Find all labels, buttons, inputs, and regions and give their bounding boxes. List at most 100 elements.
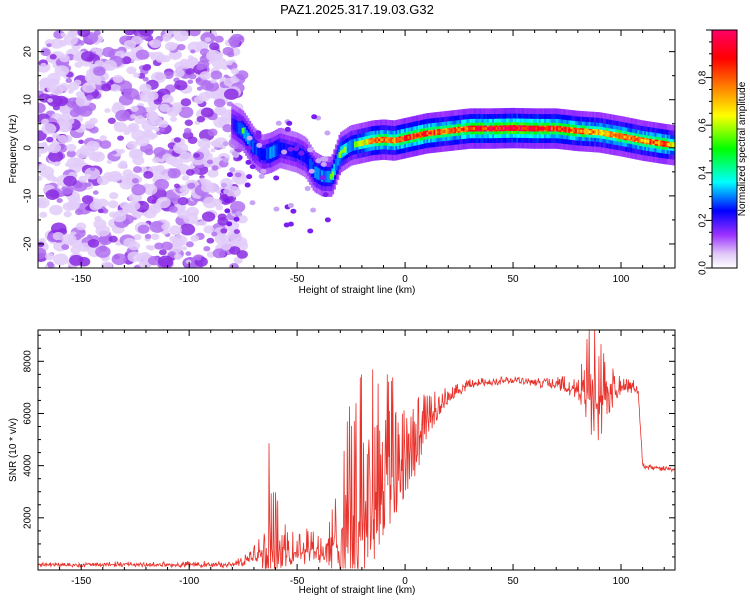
spectrogram-ridge-cell: [656, 141, 659, 145]
spectrogram-noise-blob: [168, 43, 176, 50]
colorbar-label: Normalized spectral amplitude: [737, 81, 748, 216]
spectrogram-ridge-cell: [303, 151, 307, 163]
spectrogram-noise-blob: [112, 74, 124, 83]
spectrogram-noise-blob: [99, 140, 112, 149]
spectrogram-noise-blob: [135, 214, 141, 219]
spectrogram-y-tick-label: 10: [23, 94, 34, 106]
spectrogram-transition-blob: [224, 208, 231, 214]
spectrogram-ridge-cell: [307, 155, 310, 168]
spectrogram-noise-blob: [202, 196, 218, 209]
spectrogram-ridge-cell: [537, 127, 540, 131]
spectrogram-ridge-cell: [331, 171, 335, 178]
spectrogram-noise-blob: [66, 143, 77, 152]
spectrogram-noise-blob: [149, 221, 165, 233]
spectrogram-noise-blob: [38, 199, 43, 206]
spectrogram-ridge-cell: [409, 135, 412, 139]
spectrogram-noise-blob: [194, 255, 202, 261]
spectrogram-noise-blob: [186, 206, 199, 217]
spectrogram-noise-blob: [173, 183, 180, 189]
spectrogram-ridge-cell: [345, 142, 348, 155]
spectrogram-ridge-cell: [343, 148, 347, 152]
spectrogram-ridge-cell: [611, 133, 614, 137]
spectrogram-ridge-cell: [395, 138, 399, 142]
spectrogram-noise-blob: [126, 140, 138, 150]
spectrogram-noise-blob: [209, 42, 220, 51]
spectrogram-ridge-cell: [492, 127, 495, 130]
spectrogram-noise-blob: [147, 255, 161, 266]
spectrogram-transition-blob: [246, 145, 253, 151]
spectrogram-ridge-cell: [461, 127, 464, 131]
spectrogram-ridge-cell: [464, 127, 468, 131]
spectrogram-ridge-cell: [426, 131, 430, 135]
spectrogram-noise-blob: [46, 136, 54, 143]
spectrogram-ridge-cell: [338, 152, 342, 158]
spectrogram-ridge-cell: [582, 129, 585, 133]
spectrogram-ridge-cell: [238, 122, 241, 135]
spectrogram-noise-blob: [131, 129, 146, 141]
spectrogram-noise-blob: [61, 243, 70, 250]
spectrogram-ridge-cell: [257, 145, 260, 158]
spectrogram-noise-blob: [38, 241, 45, 248]
spectrogram-noise-blob: [185, 251, 192, 256]
spectrogram-transition-blob: [298, 150, 305, 156]
spectrogram-noise-blob: [126, 66, 137, 75]
spectrogram-ridge-cell: [443, 129, 447, 133]
spectrogram-noise-blob: [45, 189, 60, 200]
spectrogram-noise-blob: [163, 71, 174, 80]
snr-y-tick-label: 6000: [23, 402, 34, 425]
spectrogram-ridge-cell: [431, 131, 435, 135]
spectrogram-ridge-cell: [521, 126, 525, 130]
spectrogram-noise-blob: [123, 30, 136, 36]
spectrogram-transition-blob: [223, 197, 230, 203]
spectrogram-ridge-cell: [400, 137, 404, 141]
spectrogram-noise-blob: [45, 252, 55, 261]
spectrogram-ridge-cell: [245, 129, 248, 142]
spectrogram-ridge-cell: [405, 136, 409, 140]
spectrogram-noise-blob: [58, 40, 68, 47]
spectrogram-noise-blob: [38, 152, 42, 158]
spectrogram-ridge-cell: [305, 153, 309, 165]
spectrogram-ridge-cell: [253, 142, 257, 155]
spectrogram-noise-blob: [220, 76, 227, 82]
spectrogram-ridge-cell: [504, 126, 507, 130]
spectrogram-noise-blob: [184, 119, 193, 127]
spectrogram-noise-blob: [66, 150, 76, 158]
spectrogram-ridge-cell: [236, 121, 240, 133]
spectrogram-noise-blob: [52, 231, 64, 241]
spectrogram-noise-blob: [100, 261, 113, 268]
spectrogram-ridge-cell: [552, 127, 556, 131]
spectrogram-ridge-cell: [519, 126, 523, 130]
spectrogram-noise-blob: [203, 225, 215, 234]
spectrogram-transition-blob: [222, 157, 229, 163]
spectrogram-transition-blob: [226, 221, 233, 227]
spectrogram-transition-blob: [319, 175, 326, 181]
spectrogram-noise-blob: [46, 43, 52, 48]
snr-x-tick-label: 0: [402, 576, 408, 587]
spectrogram-noise-blob: [187, 30, 201, 37]
spectrogram-noise-blob: [57, 120, 73, 133]
spectrogram-ridge-cell: [469, 127, 473, 131]
spectrogram-noise-blob: [94, 60, 105, 68]
spectrogram-ridge-cell: [628, 136, 632, 140]
spectrogram-ridge-cell: [642, 139, 646, 143]
spectrogram-ridge-cell: [483, 127, 487, 131]
colorbar: 0.0 0.2 0.4 0.6 0.8 Normalized spectral ampl…: [698, 29, 748, 275]
spectrogram-noise-blob: [168, 225, 182, 236]
spectrogram-ridge-cell: [276, 143, 279, 156]
spectrogram-ridge-cell: [429, 131, 433, 135]
spectrogram-noise-blob: [201, 182, 214, 193]
spectrogram-noise-blob: [59, 54, 70, 63]
spectrogram-noise-blob: [78, 175, 88, 183]
spectrogram-noise-blob: [214, 35, 224, 43]
spectrogram-ridge-cell: [243, 127, 247, 139]
spectrogram-noise-blob: [148, 51, 156, 58]
spectrogram-noise-blob: [57, 134, 68, 143]
spectrogram-ridge-cell: [633, 137, 637, 141]
spectrogram-ridge-cell: [481, 127, 485, 131]
spectrogram-ridge-cell: [369, 139, 373, 143]
spectrogram-ridge-cell: [668, 143, 671, 147]
spectrogram-ridge-cell: [500, 126, 504, 130]
spectrogram-ridge-cell: [557, 127, 561, 131]
spectrogram-transition-blob: [258, 173, 265, 179]
